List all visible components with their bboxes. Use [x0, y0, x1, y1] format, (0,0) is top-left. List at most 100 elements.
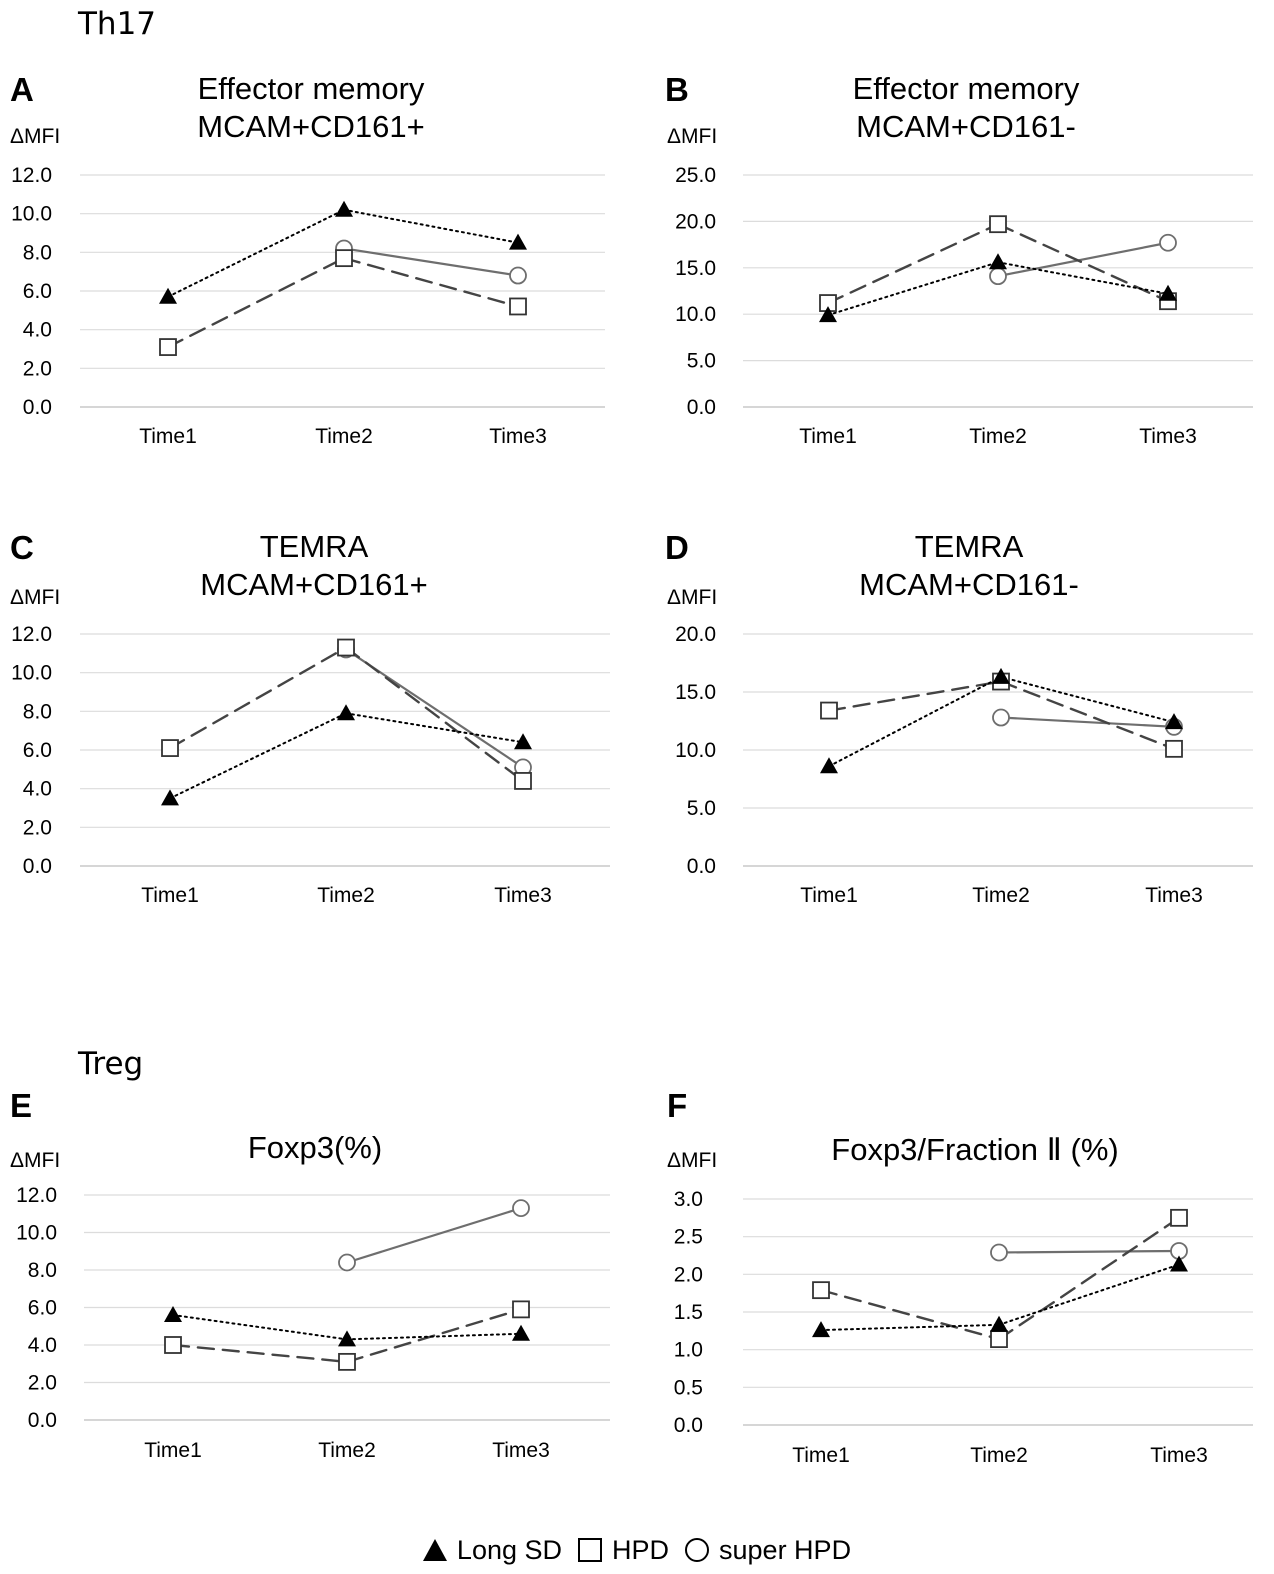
legend-item-super-hpd: super HPD	[685, 1535, 851, 1566]
data-point-long-sd	[819, 306, 837, 323]
data-point-hpd	[512, 1300, 530, 1319]
y-tick-label: 0.0	[23, 855, 52, 878]
panel-letter: C	[10, 529, 34, 566]
data-point-hpd	[812, 1281, 830, 1300]
x-tick-label: Time2	[315, 425, 373, 448]
open-circle-icon	[685, 1538, 710, 1562]
series-line-hpd	[344, 646, 525, 783]
x-tick-label: Time3	[1150, 1444, 1208, 1467]
data-point-hpd	[509, 297, 527, 316]
series-line-hpd	[827, 680, 1003, 712]
data-point-super-hpd	[338, 1253, 356, 1272]
series-line-super-hpd	[996, 241, 1170, 278]
series-line-long-sd	[820, 1323, 1000, 1332]
y-tick-label: 5.0	[687, 797, 716, 820]
y-tick-label: 10.0	[11, 662, 52, 685]
series-line-long-sd	[343, 208, 519, 244]
data-point-long-sd	[164, 1306, 182, 1322]
x-tick-label: Time1	[144, 1439, 202, 1462]
x-tick-label: Time1	[792, 1444, 850, 1467]
x-tick-label: Time1	[799, 425, 857, 448]
y-tick-label: 4.0	[28, 1334, 57, 1357]
y-tick-label: 6.0	[28, 1297, 57, 1320]
y-tick-label: 1.5	[674, 1301, 703, 1324]
series-line-hpd	[997, 1216, 1181, 1341]
data-point-hpd	[338, 1352, 356, 1371]
x-tick-label: Time2	[317, 884, 375, 907]
series-line-hpd	[166, 256, 346, 349]
y-tick-label: 12.0	[11, 164, 52, 187]
series-line-super-hpd	[342, 247, 520, 277]
panel-letter: E	[10, 1087, 32, 1124]
data-point-long-sd	[1170, 1255, 1188, 1272]
open-square-icon	[578, 1538, 602, 1562]
section-label-th17: Th17	[78, 6, 157, 42]
series-line-long-sd	[169, 712, 347, 800]
series-line-hpd	[345, 1308, 523, 1364]
chart-panel-e: E Foxp3(%) ΔMFI 0.0 2.0 4.0 6.0 8.0 10.0 12.0 Time…	[10, 1087, 610, 1462]
y-tick-label: 8.0	[23, 241, 52, 264]
y-tick-label: 6.0	[23, 739, 52, 762]
filled-triangle-icon	[422, 1539, 447, 1561]
data-point-long-sd	[337, 704, 355, 721]
panel-letter: A	[10, 71, 34, 108]
series-line-long-sd	[997, 261, 1169, 295]
data-point-super-hpd	[512, 1199, 530, 1218]
legend-item-hpd: HPD	[578, 1535, 669, 1566]
x-tick-label: Time3	[1139, 425, 1197, 448]
y-axis-label: ΔMFI	[10, 125, 60, 148]
y-tick-label: 0.0	[687, 396, 716, 419]
y-tick-label: 12.0	[11, 623, 52, 646]
series-line-long-sd	[828, 675, 1002, 768]
data-point-super-hpd	[509, 266, 527, 285]
data-point-long-sd	[335, 200, 353, 217]
series-line-long-sd	[345, 712, 524, 744]
data-point-long-sd	[509, 233, 527, 250]
y-tick-label: 0.0	[687, 855, 716, 878]
y-axis-label: ΔMFI	[10, 1149, 60, 1172]
data-point-hpd	[1165, 739, 1183, 758]
y-tick-label: 2.0	[23, 357, 52, 380]
y-tick-label: 4.0	[23, 778, 52, 801]
data-point-long-sd	[514, 733, 532, 750]
y-tick-label: 10.0	[675, 739, 716, 762]
chart-panel-f: F Foxp3/Fraction Ⅱ (%) ΔMFI 0.0 0.5 1.0 1.5 2.0…	[667, 1087, 1253, 1467]
y-tick-label: 2.0	[28, 1372, 57, 1395]
y-tick-label: 2.0	[23, 816, 52, 839]
data-point-long-sd	[1159, 284, 1177, 301]
x-tick-label: Time2	[970, 1444, 1028, 1467]
y-tick-label: 20.0	[675, 210, 716, 233]
series-line-hpd	[168, 646, 348, 750]
x-tick-label: Time3	[489, 425, 547, 448]
chart-title: Effector memory	[198, 71, 425, 106]
series-line-hpd	[996, 222, 1170, 303]
data-point-hpd	[990, 1330, 1008, 1349]
legend-label: HPD	[612, 1534, 670, 1565]
legend-label: Long SD	[456, 1534, 562, 1565]
y-tick-label: 0.0	[28, 1409, 57, 1432]
y-tick-label: 8.0	[23, 700, 52, 723]
data-point-hpd	[989, 215, 1007, 234]
series-line-long-sd	[827, 261, 999, 317]
series-line-super-hpd	[997, 1249, 1181, 1254]
x-tick-label: Time2	[318, 1439, 376, 1462]
data-point-long-sd	[990, 1315, 1008, 1332]
y-tick-label: 2.5	[674, 1226, 703, 1249]
series-line-hpd	[826, 222, 1000, 305]
y-tick-label: 10.0	[11, 203, 52, 226]
y-tick-label: 25.0	[675, 164, 716, 187]
chart-title: Effector memory	[853, 71, 1080, 106]
series-line-hpd	[999, 680, 1176, 751]
data-point-hpd	[337, 638, 355, 657]
y-tick-label: 3.0	[674, 1188, 703, 1211]
y-tick-label: 6.0	[23, 280, 52, 303]
data-point-super-hpd	[992, 708, 1010, 727]
y-tick-label: 20.0	[675, 623, 716, 646]
chart-title: Foxp3(%)	[248, 1130, 382, 1165]
data-point-long-sd	[338, 1330, 356, 1347]
y-tick-label: 10.0	[675, 303, 716, 326]
